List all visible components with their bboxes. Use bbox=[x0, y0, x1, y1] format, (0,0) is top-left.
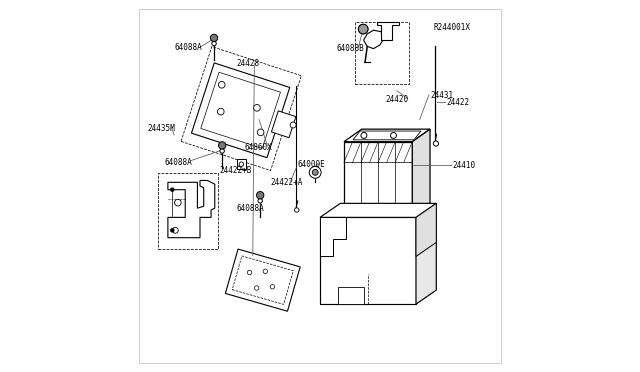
Text: 64088A: 64088A bbox=[164, 157, 192, 167]
Polygon shape bbox=[364, 30, 385, 49]
Circle shape bbox=[218, 108, 224, 115]
Circle shape bbox=[361, 132, 367, 138]
Polygon shape bbox=[416, 203, 436, 304]
Text: 24420: 24420 bbox=[386, 95, 409, 104]
Circle shape bbox=[253, 105, 260, 111]
Polygon shape bbox=[344, 129, 430, 142]
Polygon shape bbox=[191, 63, 290, 158]
Circle shape bbox=[358, 24, 368, 34]
Text: 64088A: 64088A bbox=[174, 43, 202, 52]
Circle shape bbox=[312, 169, 318, 175]
Text: 24435M: 24435M bbox=[147, 124, 175, 133]
Polygon shape bbox=[412, 129, 430, 215]
Circle shape bbox=[258, 199, 262, 203]
Polygon shape bbox=[344, 142, 412, 215]
Polygon shape bbox=[320, 217, 346, 256]
Circle shape bbox=[218, 142, 226, 149]
Circle shape bbox=[255, 286, 259, 290]
Circle shape bbox=[220, 149, 225, 153]
Polygon shape bbox=[339, 287, 364, 304]
Circle shape bbox=[257, 129, 264, 136]
Text: 64088B: 64088B bbox=[337, 44, 364, 53]
Circle shape bbox=[172, 227, 178, 233]
Circle shape bbox=[211, 34, 218, 42]
Text: 24422+B: 24422+B bbox=[220, 166, 252, 175]
Text: 24428: 24428 bbox=[237, 59, 260, 68]
Polygon shape bbox=[237, 159, 246, 169]
Circle shape bbox=[294, 208, 299, 212]
Polygon shape bbox=[390, 132, 397, 139]
Circle shape bbox=[263, 269, 268, 273]
Text: 64088A: 64088A bbox=[237, 203, 265, 213]
Circle shape bbox=[170, 228, 174, 232]
Circle shape bbox=[257, 192, 264, 199]
Circle shape bbox=[290, 122, 296, 128]
Polygon shape bbox=[416, 203, 436, 256]
Circle shape bbox=[433, 141, 438, 146]
Text: 24422: 24422 bbox=[446, 99, 469, 108]
Circle shape bbox=[270, 285, 275, 289]
Polygon shape bbox=[320, 217, 416, 304]
Polygon shape bbox=[353, 131, 421, 140]
Text: 24431: 24431 bbox=[430, 91, 453, 100]
Circle shape bbox=[358, 24, 368, 34]
Polygon shape bbox=[201, 72, 280, 148]
Text: R244001X: R244001X bbox=[434, 23, 471, 32]
Circle shape bbox=[309, 166, 321, 178]
Polygon shape bbox=[168, 180, 215, 238]
Text: 24410: 24410 bbox=[452, 161, 476, 170]
Polygon shape bbox=[225, 249, 300, 311]
Text: 64860X: 64860X bbox=[244, 143, 272, 152]
Text: 24422+A: 24422+A bbox=[270, 178, 303, 187]
Circle shape bbox=[239, 162, 244, 166]
Circle shape bbox=[212, 41, 216, 46]
Polygon shape bbox=[377, 22, 399, 40]
Circle shape bbox=[390, 132, 396, 138]
Text: 64000E: 64000E bbox=[298, 160, 326, 169]
Polygon shape bbox=[320, 203, 436, 217]
Polygon shape bbox=[271, 111, 296, 138]
Polygon shape bbox=[360, 132, 367, 139]
Circle shape bbox=[175, 199, 181, 206]
Circle shape bbox=[248, 270, 252, 275]
Circle shape bbox=[218, 81, 225, 88]
Circle shape bbox=[170, 188, 174, 192]
